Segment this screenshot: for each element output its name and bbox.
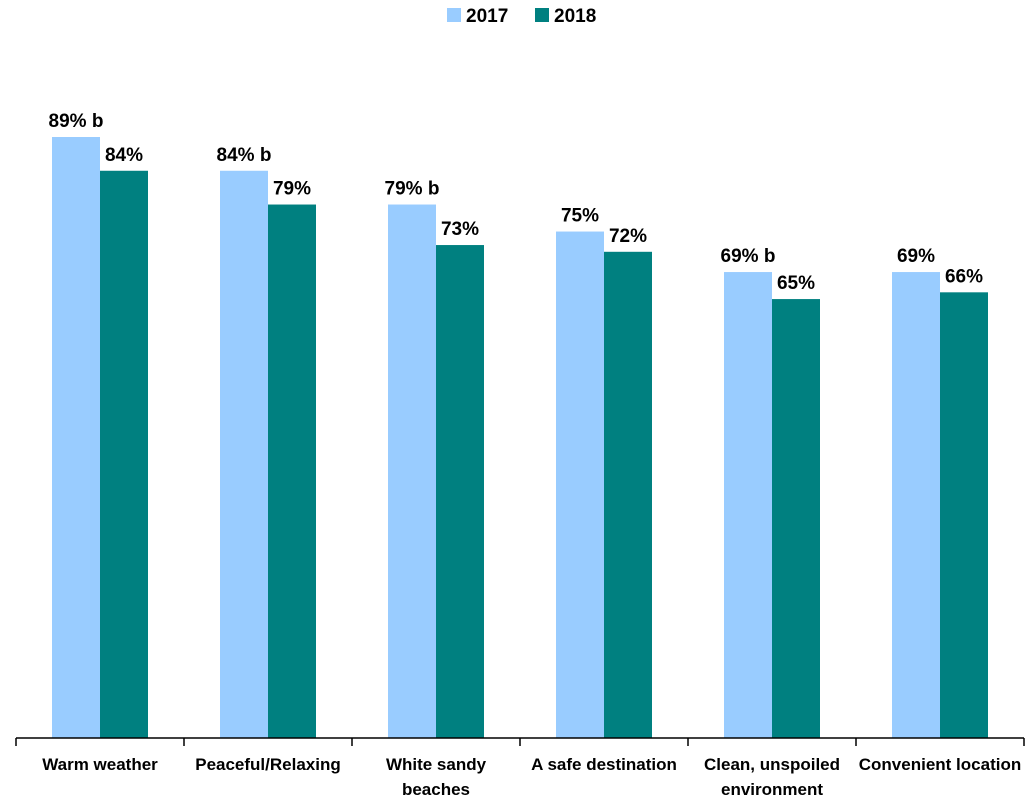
- x-tick-label: Warm weather: [42, 755, 158, 774]
- bar: [604, 251, 652, 738]
- data-label: 72%: [609, 226, 647, 247]
- bar: [436, 245, 484, 739]
- data-label: 89% b: [49, 111, 104, 132]
- x-tick-label: Clean, unspoiled environment: [703, 755, 841, 799]
- data-label: 66%: [945, 266, 983, 287]
- data-label: 84% b: [217, 145, 272, 166]
- legend-swatch: [447, 8, 461, 22]
- bar: [100, 170, 148, 738]
- bar: [556, 231, 604, 739]
- legend-label: 2017: [466, 6, 508, 27]
- data-label: 69% b: [721, 246, 776, 267]
- x-tick-label: A safe destination: [531, 755, 677, 774]
- data-label: 69%: [897, 246, 935, 267]
- x-tick-label: White sandy beaches: [385, 755, 487, 799]
- legend-swatch: [535, 8, 549, 22]
- legend-label: 2018: [554, 6, 596, 27]
- data-label: 73%: [441, 219, 479, 240]
- bar: [388, 204, 436, 739]
- x-tick-label: Convenient location: [858, 755, 1022, 774]
- data-label: 84%: [105, 145, 143, 166]
- data-label: 79% b: [385, 179, 440, 200]
- data-label: 79%: [273, 179, 311, 200]
- data-label: 75%: [561, 206, 599, 227]
- bar: [724, 272, 772, 738]
- bar: [892, 272, 940, 738]
- bar: [52, 137, 100, 738]
- bar: [940, 292, 988, 738]
- bar: [268, 204, 316, 739]
- bar: [220, 170, 268, 738]
- data-label: 65%: [777, 273, 815, 294]
- x-tick-label: Peaceful/Relaxing: [195, 755, 341, 774]
- bar: [772, 299, 820, 738]
